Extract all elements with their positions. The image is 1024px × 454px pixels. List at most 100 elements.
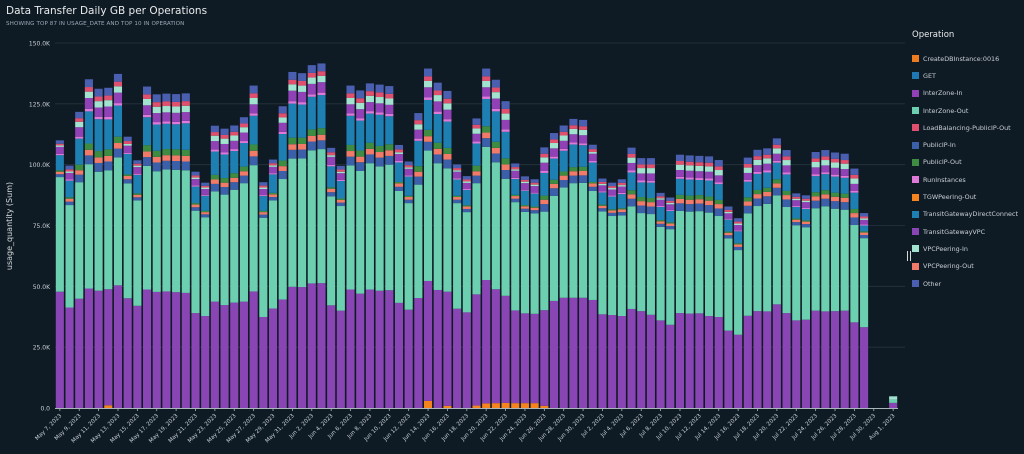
- bar-segment-interzone-out[interactable]: [549, 195, 559, 301]
- bar-segment-runinstances[interactable]: [753, 171, 762, 174]
- bar-segment-transitgatewayvpc[interactable]: [239, 301, 248, 408]
- bar-segment-other[interactable]: [443, 90, 452, 99]
- bar-segment-interzone-in[interactable]: [830, 167, 840, 175]
- bar-segment-vpcpeering-in[interactable]: [433, 95, 442, 102]
- bar-segment-interzone-in[interactable]: [327, 156, 336, 165]
- bar-segment-loadbalancing-publicip-out[interactable]: [811, 158, 820, 162]
- bar-segment-loadbalancing-publicip-out[interactable]: [65, 169, 74, 172]
- bar-segment-vpcpeering-out[interactable]: [491, 147, 500, 154]
- bar-segment-other[interactable]: [162, 93, 171, 102]
- legend-item[interactable]: InterZone-Out: [912, 102, 1024, 119]
- bar-segment-transitgatewaydirectconnect[interactable]: [753, 173, 762, 190]
- bar-segment-transitgatewaydirectconnect[interactable]: [501, 131, 510, 159]
- bar-segment-interzone-out[interactable]: [501, 178, 510, 296]
- bar-segment-transitgatewaydirectconnect[interactable]: [453, 179, 462, 196]
- bar-segment-other[interactable]: [734, 218, 743, 222]
- bar-segment-transitgatewaydirectconnect[interactable]: [259, 196, 268, 211]
- bar-segment-publicip-in[interactable]: [579, 175, 588, 183]
- bar-segment-publicip-in[interactable]: [259, 214, 268, 218]
- bar-segment-interzone-out[interactable]: [394, 190, 404, 303]
- bar-segment-runinstances[interactable]: [830, 174, 840, 177]
- bar-segment-vpcpeering-out[interactable]: [375, 152, 384, 158]
- bar-segment-interzone-in[interactable]: [433, 101, 442, 112]
- bar-segment-vpcpeering-out[interactable]: [743, 201, 752, 206]
- bar-segment-publicip-out[interactable]: [201, 210, 210, 213]
- bar-segment-publicip-out[interactable]: [782, 190, 791, 196]
- bar-segment-publicip-out[interactable]: [394, 181, 404, 184]
- bar-segment-interzone-out[interactable]: [113, 157, 123, 286]
- bar-segment-interzone-out[interactable]: [220, 194, 229, 306]
- bar-segment-transitgatewayvpc[interactable]: [453, 308, 462, 408]
- bar-segment-interzone-out[interactable]: [753, 206, 762, 312]
- bar-segment-interzone-in[interactable]: [763, 163, 772, 171]
- bar-segment-transitgatewayvpc[interactable]: [307, 283, 316, 408]
- bar-segment-interzone-in[interactable]: [705, 171, 714, 179]
- bar-segment-loadbalancing-publicip-out[interactable]: [336, 169, 345, 172]
- bar-segment-loadbalancing-publicip-out[interactable]: [579, 126, 588, 130]
- bar-segment-interzone-out[interactable]: [259, 217, 268, 317]
- bar-segment-transitgatewayvpc[interactable]: [230, 302, 239, 408]
- bar-segment-vpcpeering-out[interactable]: [433, 148, 442, 155]
- bar-segment-interzone-in[interactable]: [617, 186, 626, 193]
- bar-segment-interzone-out[interactable]: [482, 146, 491, 281]
- bar-segment-runinstances[interactable]: [453, 178, 462, 180]
- bar-segment-interzone-in[interactable]: [840, 169, 849, 176]
- bar-segment-interzone-in[interactable]: [249, 104, 258, 114]
- bar-segment-publicip-in[interactable]: [549, 188, 559, 196]
- bar-segment-interzone-out[interactable]: [734, 250, 743, 335]
- bar-segment-runinstances[interactable]: [743, 179, 752, 182]
- bar-segment-vpcpeering-in[interactable]: [375, 97, 384, 104]
- bar-segment-vpcpeering-out[interactable]: [249, 150, 258, 157]
- bar-segment-runinstances[interactable]: [811, 174, 820, 177]
- bar-segment-publicip-in[interactable]: [104, 161, 113, 171]
- bar-segment-runinstances[interactable]: [588, 161, 597, 163]
- bar-segment-publicip-in[interactable]: [685, 204, 694, 212]
- legend-item[interactable]: VPCPeering-Out: [912, 258, 1024, 275]
- bar-segment-vpcpeering-out[interactable]: [511, 196, 520, 199]
- bar-segment-vpcpeering-out[interactable]: [666, 223, 675, 226]
- bar-segment-publicip-in[interactable]: [113, 148, 123, 158]
- bar-segment-publicip-in[interactable]: [336, 202, 345, 207]
- bar-segment-vpcpeering-out[interactable]: [278, 166, 287, 171]
- bar-segment-publicip-in[interactable]: [424, 141, 433, 151]
- bar-segment-interzone-out[interactable]: [453, 203, 462, 309]
- bar-segment-publicip-in[interactable]: [695, 203, 704, 212]
- bar-segment-transitgatewaydirectconnect[interactable]: [666, 210, 675, 223]
- bar-segment-runinstances[interactable]: [724, 218, 733, 220]
- bar-segment-transitgatewayvpc[interactable]: [821, 311, 830, 408]
- bar-segment-tgwpeering-out[interactable]: [540, 405, 549, 408]
- bar-segment-tgwpeering-out[interactable]: [501, 402, 510, 408]
- bar-segment-loadbalancing-publicip-out[interactable]: [511, 167, 520, 170]
- bar-segment-interzone-out[interactable]: [675, 210, 685, 314]
- bar-segment-vpcpeering-out[interactable]: [385, 150, 394, 156]
- bar-segment-interzone-in[interactable]: [491, 98, 500, 109]
- bar-segment-vpcpeering-out[interactable]: [724, 232, 733, 236]
- bar-segment-runinstances[interactable]: [336, 179, 345, 181]
- bar-segment-vpcpeering-in[interactable]: [404, 167, 413, 169]
- bar-segment-interzone-out[interactable]: [336, 206, 345, 311]
- bar-segment-other[interactable]: [55, 140, 64, 144]
- bar-segment-transitgatewayvpc[interactable]: [404, 309, 413, 408]
- bar-segment-loadbalancing-publicip-out[interactable]: [453, 168, 462, 171]
- bar-segment-runinstances[interactable]: [598, 191, 607, 193]
- bar-segment-interzone-out[interactable]: [821, 206, 830, 312]
- bar-segment-loadbalancing-publicip-out[interactable]: [491, 87, 500, 93]
- bar-segment-publicip-out[interactable]: [830, 192, 840, 197]
- bar-segment-transitgatewaydirectconnect[interactable]: [424, 99, 433, 130]
- bar-segment-interzone-in[interactable]: [181, 112, 190, 121]
- bar-segment-transitgatewayvpc[interactable]: [511, 310, 520, 404]
- bar-segment-interzone-out[interactable]: [133, 200, 142, 306]
- bar-segment-runinstances[interactable]: [821, 172, 830, 175]
- bar-segment-transitgatewaydirectconnect[interactable]: [821, 174, 830, 191]
- legend-item[interactable]: TransitGatewayVPC: [912, 223, 1024, 240]
- bar-segment-other[interactable]: [152, 94, 161, 103]
- bar-segment-interzone-in[interactable]: [627, 162, 636, 171]
- bar-segment-publicip-out[interactable]: [763, 187, 772, 192]
- bar-segment-vpcpeering-in[interactable]: [385, 98, 394, 105]
- bar-segment-vpcpeering-in[interactable]: [327, 155, 336, 157]
- bar-segment-vpcpeering-out[interactable]: [113, 143, 123, 149]
- bar-segment-interzone-out[interactable]: [724, 238, 733, 331]
- bar-segment-publicip-out[interactable]: [734, 243, 743, 245]
- bar-segment-vpcpeering-in[interactable]: [143, 98, 152, 106]
- bar-segment-interzone-out[interactable]: [327, 196, 336, 306]
